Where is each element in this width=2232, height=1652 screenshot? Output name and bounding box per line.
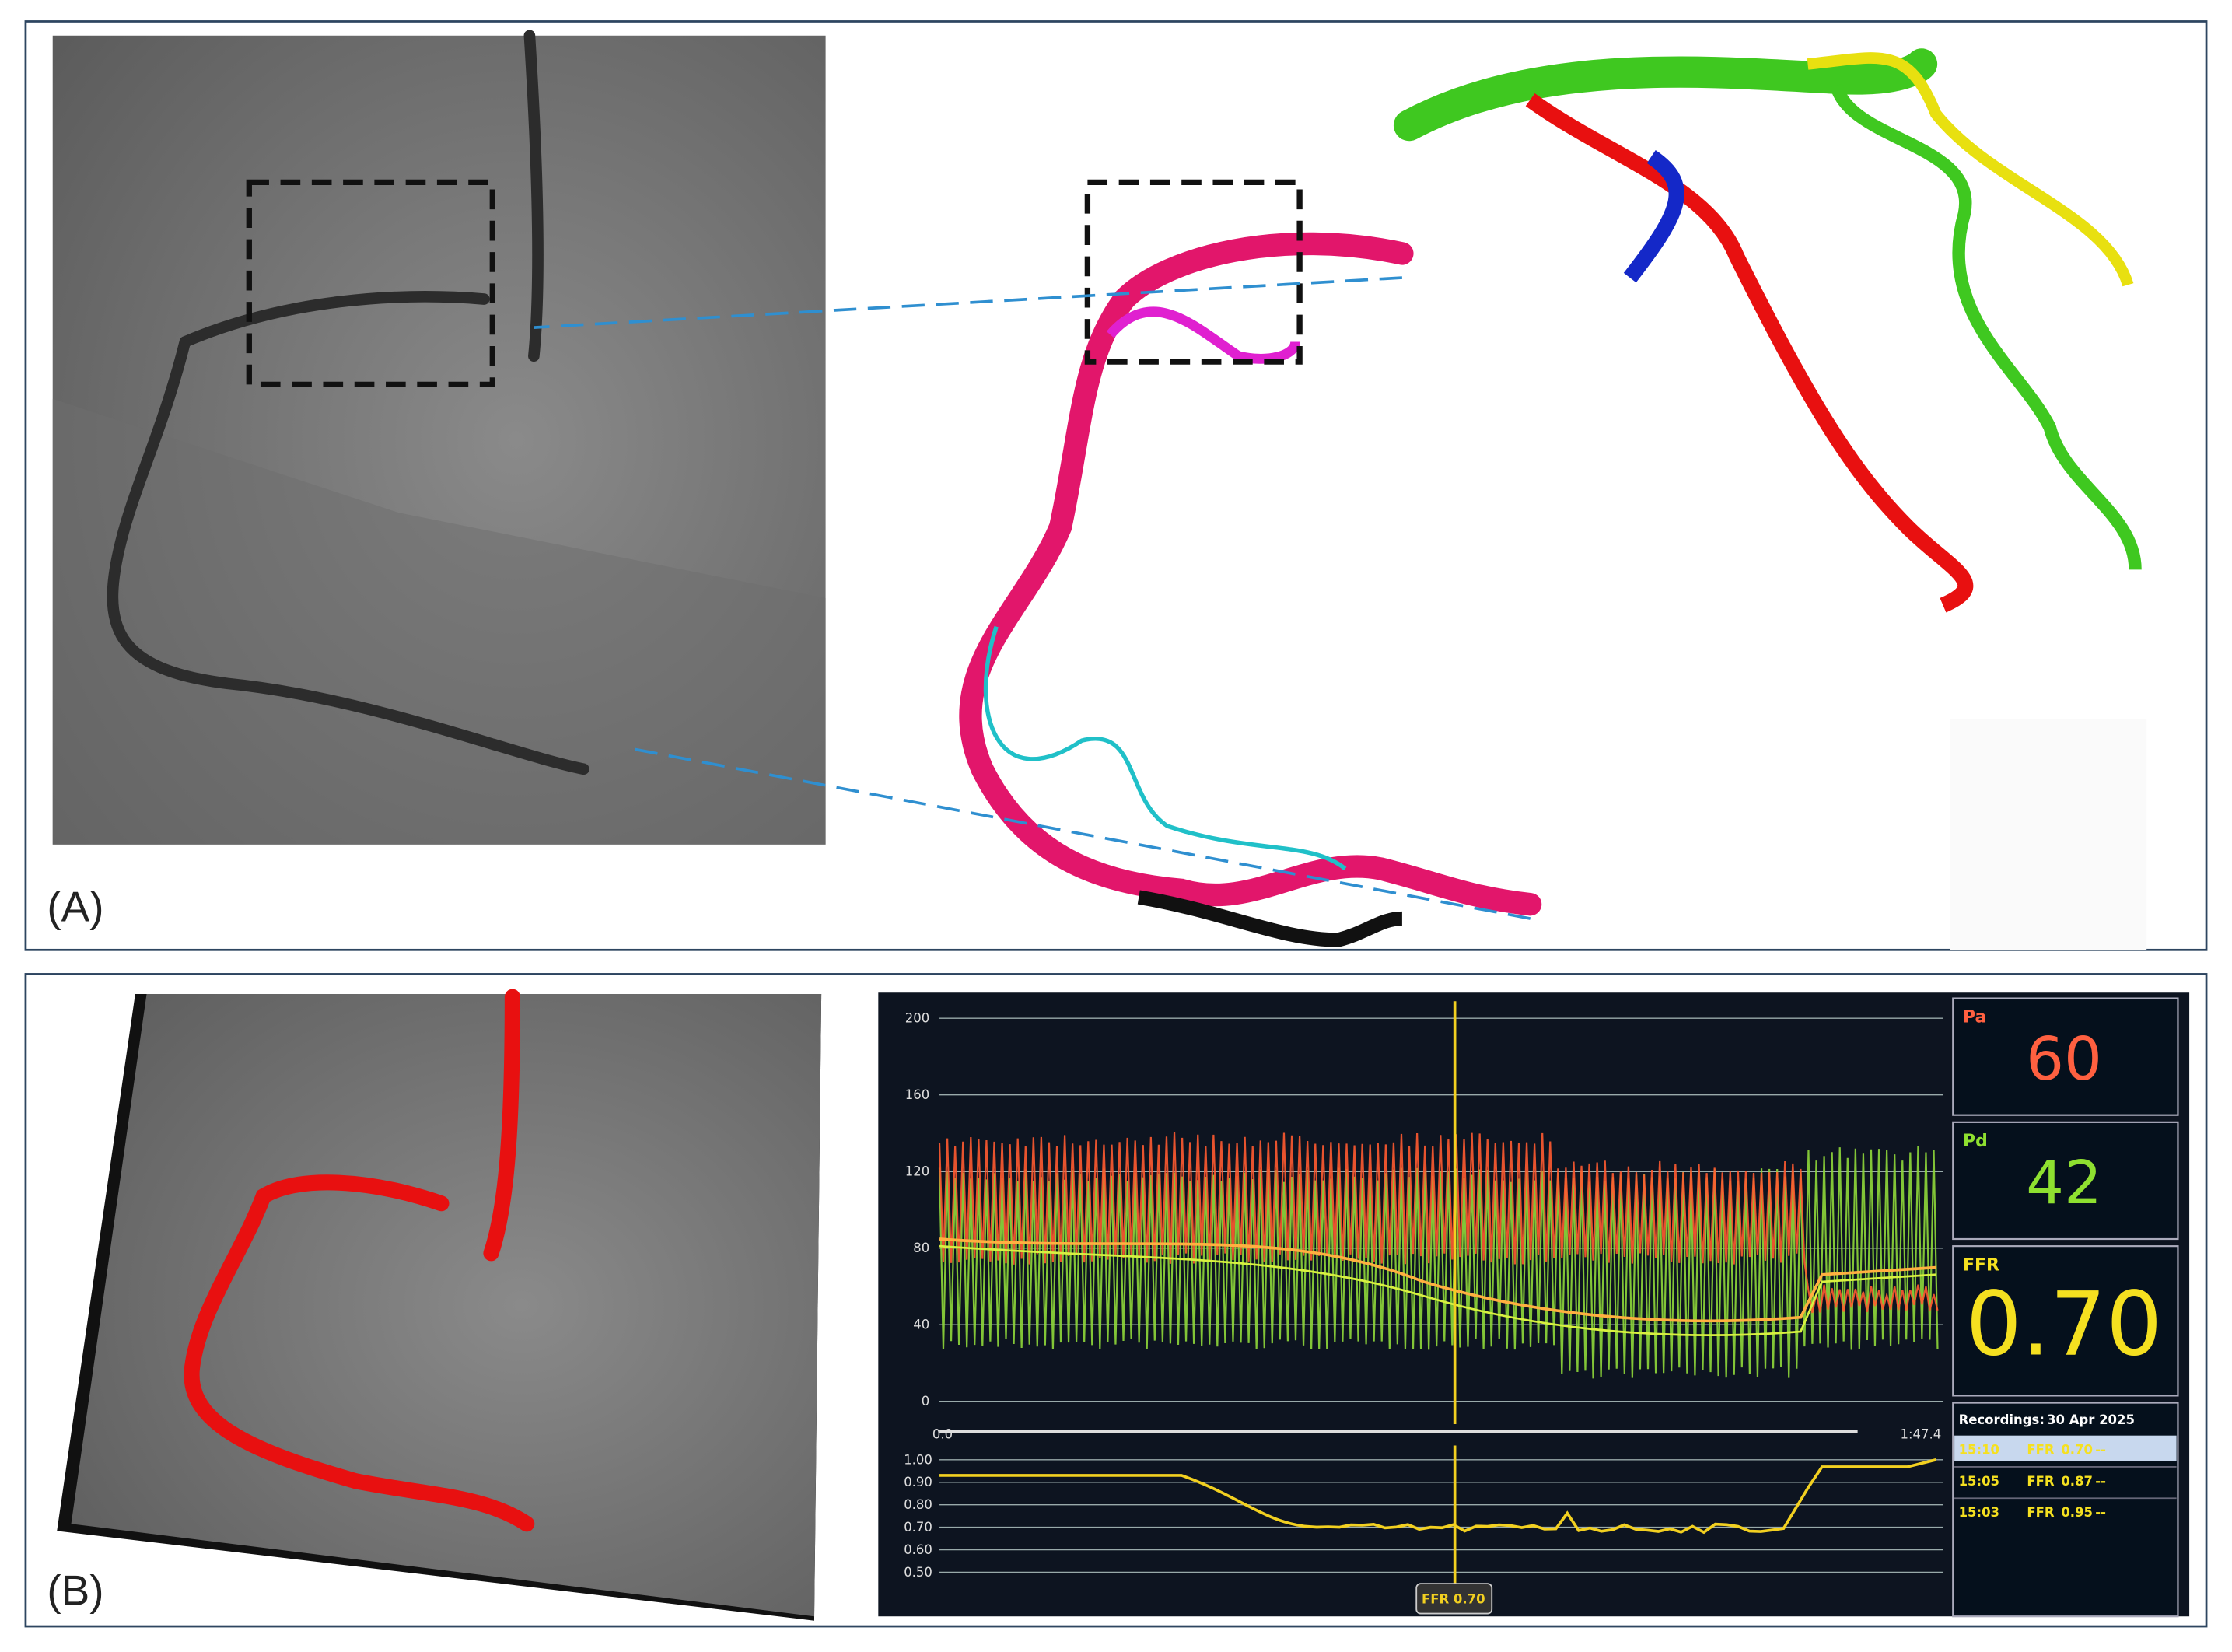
readout-value: 42: [2026, 1149, 2102, 1218]
rca-vessel: [959, 232, 1542, 916]
y-tick-label: 80: [913, 1241, 929, 1255]
y-tick-label: 0: [922, 1394, 929, 1409]
recording-cell: FFR: [2027, 1474, 2054, 1489]
branch-vessel: [1623, 150, 1684, 283]
roi-box: [1084, 179, 1303, 365]
shadow: [52, 398, 826, 845]
recordings-title: Recordings:: [1959, 1412, 2045, 1427]
pressure-plot: 200 160 120 80 40 0 1.00 0.90 0.80 0.70 0.60 0.50: [904, 1011, 1943, 1580]
y-tick-label: 160: [905, 1087, 929, 1102]
branch-vessel: [1137, 890, 1403, 947]
readout-name: Pa: [1963, 1008, 1986, 1027]
recording-cell: --: [2095, 1505, 2106, 1520]
readout-value: 0.70: [1966, 1272, 2163, 1375]
mean-trace: [939, 1244, 1936, 1336]
selected-row: [1954, 1435, 2177, 1461]
y-tick-label: 0.70: [904, 1520, 932, 1535]
time-end: 1:47.4: [1901, 1426, 1942, 1441]
readout-box: [1952, 1245, 2179, 1397]
recording-cell: 15:05: [1959, 1474, 1999, 1489]
recording-cell: --: [2095, 1474, 2106, 1489]
readout-name: Pd: [1963, 1132, 1988, 1151]
cursor-label-box: [1415, 1583, 1493, 1615]
y-tick-label: 200: [905, 1011, 929, 1026]
recording-cell: FFR: [2027, 1505, 2054, 1520]
time-start: 0.0: [932, 1426, 953, 1441]
recordings-date: 30 Apr 2025: [2047, 1412, 2135, 1427]
cursor-label: FFR 0.70: [1422, 1592, 1485, 1607]
waveform: [938, 1132, 1939, 1314]
recording-cell: 0.95: [2061, 1505, 2093, 1520]
arrow: [534, 276, 1403, 329]
angiogram-b: [71, 994, 822, 1617]
readout-box: [1952, 1121, 2179, 1241]
lcx-vessel: [1525, 93, 1974, 613]
arrow: [626, 746, 1531, 920]
y-tick-label: 0.50: [904, 1565, 932, 1580]
y-tick-label: 120: [905, 1164, 929, 1179]
recording-cell: FFR: [2027, 1442, 2054, 1457]
recording-cell: 0.87: [2061, 1474, 2093, 1489]
readout-value: 60: [2026, 1025, 2102, 1094]
ffr-trace: [939, 1458, 1936, 1535]
panel-label: (B): [47, 1566, 103, 1615]
recording-cell: 0.70: [2061, 1442, 2093, 1457]
y-tick-label: 0.60: [904, 1542, 932, 1557]
panel-label: (A): [47, 883, 103, 931]
vessel-overlay: [184, 989, 535, 1532]
readout-name: FFR: [1963, 1255, 1999, 1275]
roi-box: [246, 179, 495, 388]
y-tick-label: 0.80: [904, 1497, 932, 1512]
mean-trace: [939, 1237, 1936, 1323]
diag-vessel: [1807, 52, 2134, 287]
recording-cell: 15:03: [1959, 1505, 1999, 1520]
vessel: [107, 30, 589, 775]
recording-cell: --: [2095, 1442, 2106, 1457]
recording-cell: 15:10: [1959, 1442, 1999, 1457]
inset: [1950, 719, 2147, 950]
y-tick-label: 1.00: [904, 1452, 932, 1467]
y-tick-label: 0.90: [904, 1475, 932, 1489]
y-tick-label: 40: [913, 1318, 929, 1332]
readout-box: [1952, 997, 2179, 1116]
lad-branch: [1830, 83, 2142, 570]
branch-vessel: [983, 625, 1347, 871]
branch-vessel: [1106, 306, 1301, 364]
